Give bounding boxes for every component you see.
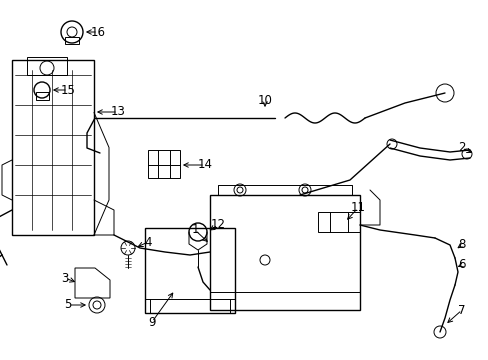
Bar — [209, 195, 359, 310]
Text: 7: 7 — [457, 303, 465, 316]
Text: 12: 12 — [210, 219, 225, 231]
Text: 2: 2 — [457, 141, 465, 154]
Text: 16: 16 — [90, 26, 105, 39]
Text: 5: 5 — [64, 298, 72, 311]
Text: 14: 14 — [197, 158, 212, 171]
Text: 11: 11 — [350, 202, 365, 215]
Bar — [145, 228, 235, 313]
Text: 10: 10 — [257, 94, 272, 107]
Bar — [148, 150, 180, 178]
Text: 8: 8 — [457, 238, 465, 252]
Text: 15: 15 — [61, 84, 75, 96]
Text: 9: 9 — [148, 315, 156, 328]
Bar — [65, 37, 79, 44]
Bar — [12, 60, 94, 235]
Bar — [317, 212, 359, 232]
Text: 6: 6 — [457, 258, 465, 271]
Text: 4: 4 — [144, 235, 151, 248]
Text: 1: 1 — [191, 224, 198, 237]
Bar — [27, 57, 67, 75]
Text: 13: 13 — [110, 105, 125, 118]
Bar — [36, 92, 49, 100]
Text: 3: 3 — [61, 271, 68, 284]
